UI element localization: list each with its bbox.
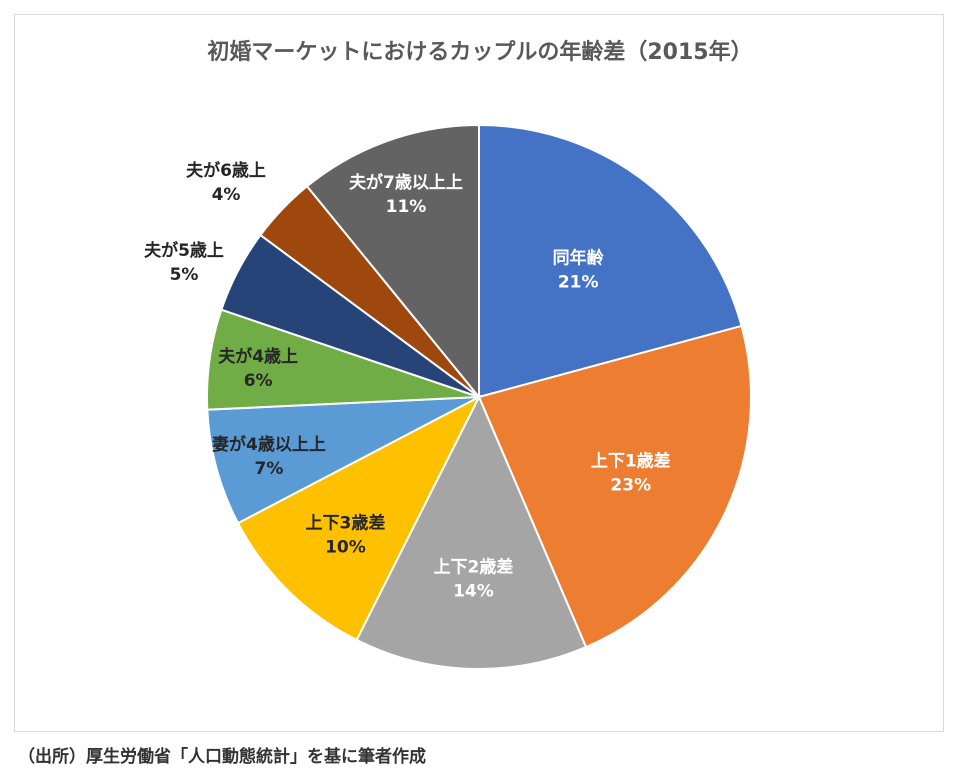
- pie-slice-2: [477, 324, 752, 649]
- slice-value-8: 4%: [212, 185, 241, 205]
- pie-slice-4: [236, 394, 482, 642]
- slice-label-6: 夫が4歳上: [218, 346, 298, 367]
- slice-label-1: 同年齢: [553, 247, 605, 268]
- chart-title: 初婚マーケットにおけるカップルの年齢差（2015年）: [207, 40, 753, 65]
- slice-label-3: 上下2歳差: [433, 556, 513, 577]
- slice-value-4: 10%: [325, 538, 366, 558]
- source-note: （出所）厚生労働省「人口動態統計」を基に筆者作成: [18, 747, 426, 767]
- pie-slice-1: [478, 123, 743, 399]
- slice-label-2: 上下1歳差: [591, 451, 671, 472]
- slice-label-9: 夫が7歳以上上: [349, 172, 463, 193]
- slice-value-5: 7%: [255, 459, 284, 479]
- slice-value-6: 6%: [244, 371, 273, 391]
- pie-labels: 同年齢 21% 上下1歳差 23% 上下2歳差 14% 上下3歳差 10% 妻が4歳以上上 7% 夫…: [144, 160, 671, 601]
- slice-value-1: 21%: [558, 272, 599, 292]
- slice-value-9: 11%: [386, 197, 427, 217]
- slice-label-5: 妻が4歳以上上: [212, 434, 326, 455]
- slice-value-7: 5%: [170, 265, 199, 285]
- slice-label-8: 夫が6歳上: [186, 160, 266, 181]
- pie-slices: [206, 123, 752, 670]
- pie-slice-3: [355, 394, 588, 670]
- slice-label-4: 上下3歳差: [305, 513, 385, 534]
- pie-slice-5: [206, 396, 480, 525]
- pie-slice-9: [305, 123, 480, 400]
- slice-label-7: 夫が5歳上: [144, 240, 224, 261]
- slice-value-2: 23%: [610, 476, 651, 496]
- slice-value-3: 14%: [453, 581, 494, 601]
